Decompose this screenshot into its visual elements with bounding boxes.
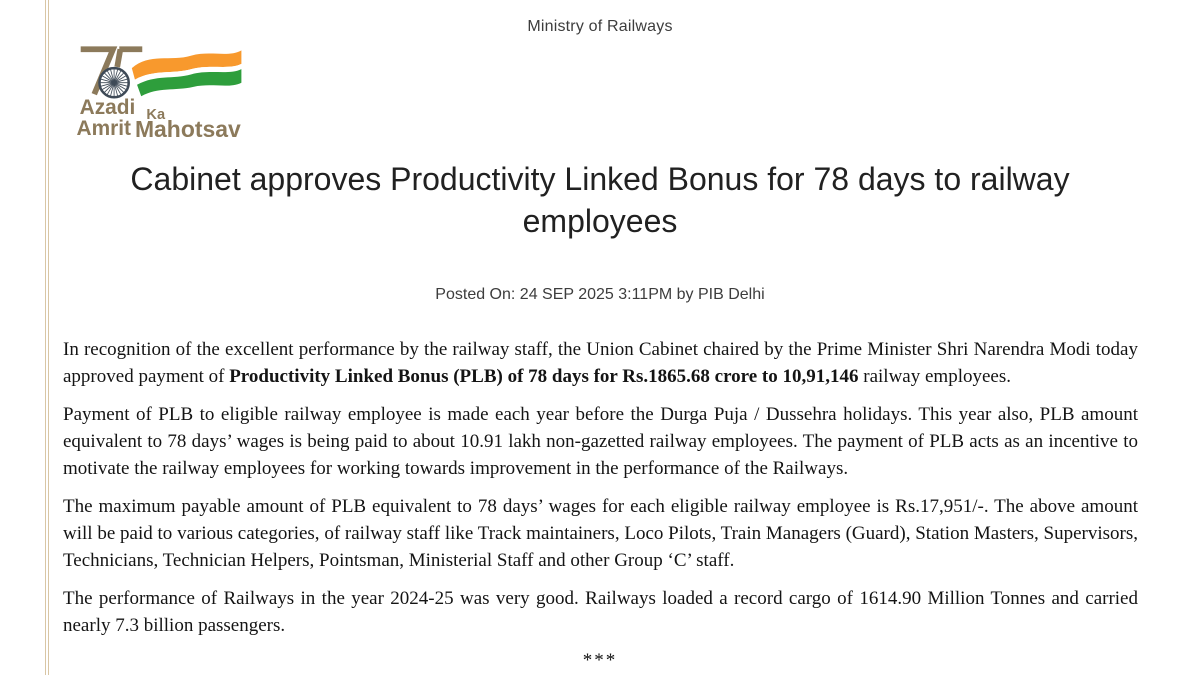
press-release-title: Cabinet approves Productivity Linked Bon… <box>130 161 1070 239</box>
end-of-release-marker: *** <box>582 650 618 671</box>
logo-word-amrit: Amrit <box>77 117 132 138</box>
logo-graphic: Azadi Ka Amrit Mahotsav <box>77 46 242 142</box>
logo-word-azadi: Azadi <box>80 96 136 119</box>
paragraph: The performance of Railways in the year … <box>63 588 1138 636</box>
article-body: In recognition of the excellent performa… <box>63 336 1138 639</box>
india-flag-icon <box>131 50 242 97</box>
page-left-border <box>45 0 49 675</box>
paragraph: In recognition of the excellent performa… <box>63 339 1138 387</box>
paragraph: Payment of PLB to eligible railway emplo… <box>63 404 1138 479</box>
posted-on-line: Posted On: 24 SEP 2025 3:11PM by PIB Del… <box>435 286 765 303</box>
logo-word-ka: Ka <box>146 107 166 123</box>
paragraph: The maximum payable amount of PLB equiva… <box>63 496 1138 571</box>
ashoka-chakra-icon <box>98 66 130 99</box>
ministry-name: Ministry of Railways <box>527 18 673 35</box>
logo-word-mahotsav: Mahotsav <box>135 116 241 138</box>
azadi-ka-amrit-mahotsav-logo: Azadi Ka Amrit Mahotsav <box>76 42 244 142</box>
